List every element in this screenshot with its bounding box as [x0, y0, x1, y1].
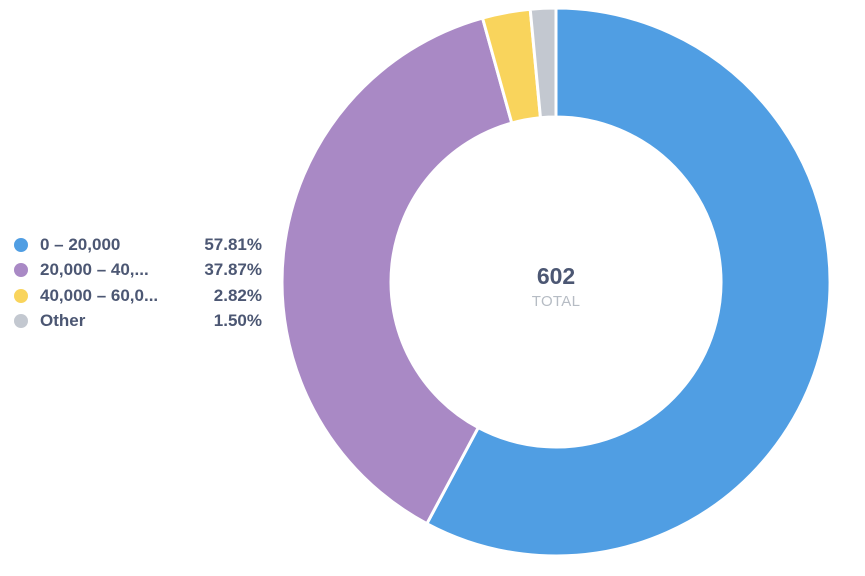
legend-dot-icon — [14, 237, 28, 252]
legend-item-0-20000[interactable]: 0 – 20,000 57.81% — [14, 232, 264, 258]
legend-item-20000-40000[interactable]: 20,000 – 40,... 37.87% — [14, 258, 264, 284]
legend-item-other[interactable]: Other 1.50% — [14, 309, 264, 335]
legend-dot-icon — [14, 288, 28, 303]
legend-item-40000-60000[interactable]: 40,000 – 60,0... 2.82% — [14, 283, 264, 309]
legend-percent: 37.87% — [204, 260, 262, 280]
legend-percent: 57.81% — [204, 234, 262, 254]
donut-slice-4[interactable] — [528, 6, 558, 120]
legend-label: 0 – 20,000 — [40, 234, 121, 254]
donut-slice-1[interactable] — [425, 6, 832, 558]
chart-legend: 0 – 20,000 57.81% 20,000 – 40,... 37.87%… — [14, 232, 264, 334]
legend-label: 40,000 – 60,0... — [40, 285, 159, 305]
total-value: 602 — [537, 263, 575, 289]
total-label: TOTAL — [532, 293, 580, 310]
donut-slices — [280, 6, 832, 558]
legend-percent: 2.82% — [213, 285, 262, 305]
donut-slice-2[interactable] — [280, 16, 514, 526]
legend-dot-icon — [14, 263, 28, 278]
legend-label: 20,000 – 40,... — [40, 260, 149, 280]
legend-dot-icon — [14, 314, 28, 329]
legend-label: Other — [40, 311, 86, 331]
legend-percent: 1.50% — [213, 311, 262, 331]
